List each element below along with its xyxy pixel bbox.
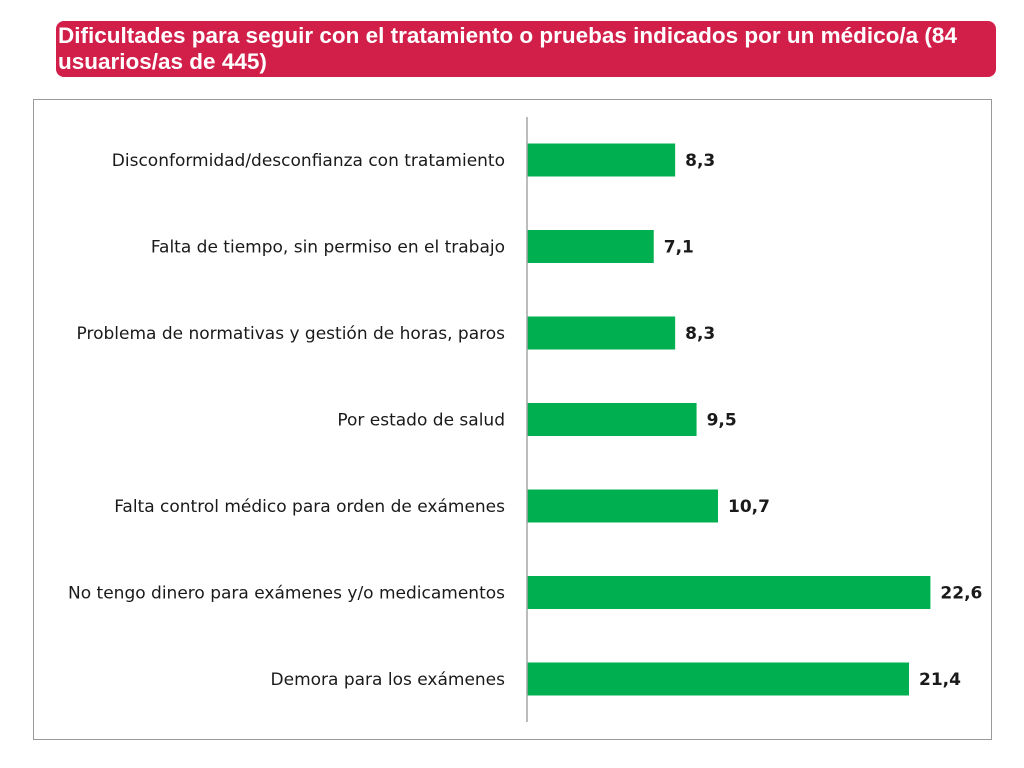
bar [527, 143, 676, 177]
value-label: 21,4 [919, 670, 961, 690]
bar [527, 403, 697, 436]
category-label: Por estado de salud [337, 411, 505, 431]
category-label: Disconformidad/desconfianza con tratamie… [112, 151, 505, 171]
category-label: No tengo dinero para exámenes y/o medica… [68, 584, 505, 604]
bar [527, 576, 931, 609]
value-label: 10,7 [728, 497, 770, 517]
category-label: Falta de tiempo, sin permiso en el traba… [151, 238, 505, 258]
chart-title: Dificultades para seguir con el tratamie… [58, 23, 957, 74]
value-label: 8,3 [685, 151, 715, 171]
value-label: 9,5 [707, 411, 737, 431]
bar [527, 230, 654, 263]
category-labels: Disconformidad/desconfianza con tratamie… [68, 151, 505, 690]
category-label: Falta control médico para orden de exáme… [114, 497, 505, 517]
title-banner: Dificultades para seguir con el tratamie… [56, 21, 996, 77]
value-labels: 8,3 7,1 8,3 9,5 10,7 22,6 21,4 [664, 151, 983, 690]
bar-chart: Disconformidad/desconfianza con tratamie… [68, 117, 983, 722]
value-label: 7,1 [664, 238, 694, 258]
value-label: 8,3 [685, 324, 715, 344]
bars [527, 143, 931, 696]
bar [527, 662, 909, 696]
category-label: Demora para los exámenes [271, 670, 506, 690]
bar [527, 489, 718, 523]
category-label: Problema de normativas y gestión de hora… [77, 324, 506, 344]
bar [527, 316, 676, 350]
value-label: 22,6 [940, 584, 982, 604]
chart-frame: Disconformidad/desconfianza con tratamie… [33, 99, 992, 740]
